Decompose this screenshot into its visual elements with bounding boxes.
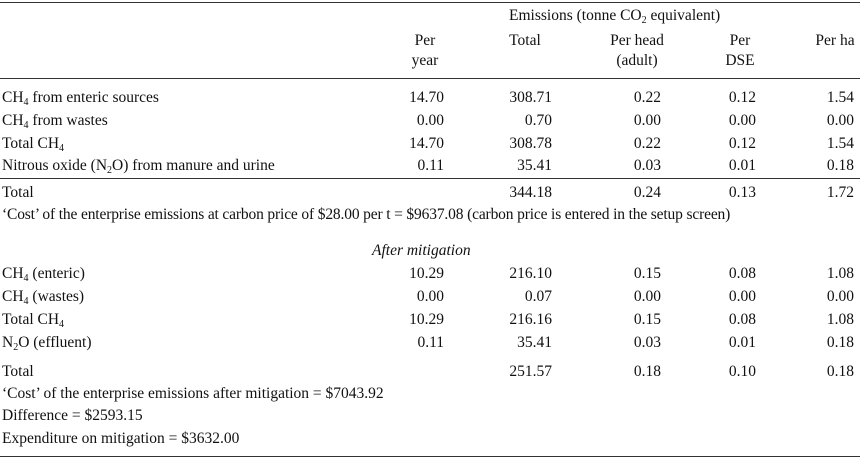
cell-per-head: 0.03 bbox=[633, 157, 661, 174]
emissions-group-header: Emissions (tonne CO2 equivalent) bbox=[509, 7, 721, 26]
row-label: CH4 from enteric sources bbox=[2, 89, 159, 108]
cell-total: 216.10 bbox=[509, 265, 552, 282]
cell-per-ha: 0.18 bbox=[826, 363, 854, 380]
cell-per-year: 0.00 bbox=[416, 288, 444, 305]
cell-per-dse: 0.13 bbox=[728, 184, 756, 201]
after-mitigation-heading: After mitigation bbox=[372, 242, 471, 259]
col-header-per-dse: Per DSE bbox=[725, 32, 755, 69]
cell-per-head: 0.15 bbox=[633, 265, 661, 282]
cell-per-dse: 0.12 bbox=[728, 135, 756, 152]
col-header-per-year: Per year bbox=[411, 32, 439, 69]
cost-after-note: ‘Cost’ of the enterprise emissions after… bbox=[2, 385, 384, 402]
col-header-total: Total bbox=[509, 32, 541, 49]
cell-per-year: 10.29 bbox=[409, 311, 444, 328]
total-rule bbox=[0, 178, 860, 179]
row-label: N2O (effluent) bbox=[2, 334, 92, 353]
cell-per-year: 14.70 bbox=[409, 135, 444, 152]
row-label: CH4 (wastes) bbox=[2, 288, 85, 307]
cell-total: 216.16 bbox=[509, 311, 552, 328]
cell-per-year: 10.29 bbox=[409, 265, 444, 282]
cell-per-head: 0.00 bbox=[633, 288, 661, 305]
cell-total: 35.41 bbox=[517, 334, 552, 351]
cell-per-head: 0.24 bbox=[633, 184, 661, 201]
cell-per-dse: 0.08 bbox=[728, 265, 756, 282]
cell-per-ha: 0.00 bbox=[826, 288, 854, 305]
header-rule bbox=[0, 78, 860, 79]
cell-total: 308.78 bbox=[509, 135, 552, 152]
cell-per-dse: 0.00 bbox=[728, 288, 756, 305]
cell-per-ha: 0.18 bbox=[826, 157, 854, 174]
cell-per-head: 0.00 bbox=[633, 112, 661, 129]
cell-total: 0.07 bbox=[524, 288, 552, 305]
cell-per-ha: 1.08 bbox=[826, 265, 854, 282]
cell-per-ha: 0.18 bbox=[826, 334, 854, 351]
top-rule bbox=[0, 2, 860, 3]
cell-total: 0.70 bbox=[524, 112, 552, 129]
cell-per-ha: 1.72 bbox=[826, 184, 854, 201]
cell-total: 251.57 bbox=[509, 363, 552, 380]
cell-per-dse: 0.01 bbox=[728, 334, 756, 351]
cell-per-dse: 0.00 bbox=[728, 112, 756, 129]
cell-per-year: 14.70 bbox=[409, 89, 444, 106]
cell-per-ha: 0.00 bbox=[826, 112, 854, 129]
cell-per-year: 0.11 bbox=[417, 334, 444, 351]
cell-per-head: 0.22 bbox=[633, 89, 661, 106]
row-label: Total bbox=[2, 184, 34, 201]
cell-per-dse: 0.01 bbox=[728, 157, 756, 174]
cell-per-head: 0.18 bbox=[633, 363, 661, 380]
row-label: CH4 from wastes bbox=[2, 112, 108, 131]
cell-per-head: 0.03 bbox=[633, 334, 661, 351]
cost-before-note: ‘Cost’ of the enterprise emissions at ca… bbox=[2, 206, 731, 223]
cell-total: 344.18 bbox=[509, 184, 552, 201]
cell-per-ha: 1.54 bbox=[826, 89, 854, 106]
cell-per-head: 0.15 bbox=[633, 311, 661, 328]
cell-total: 308.71 bbox=[509, 89, 552, 106]
cell-per-ha: 1.08 bbox=[826, 311, 854, 328]
cell-per-year: 0.00 bbox=[416, 112, 444, 129]
cell-total: 35.41 bbox=[517, 157, 552, 174]
expenditure-note: Expenditure on mitigation = $3632.00 bbox=[2, 430, 240, 447]
row-label: CH4 (enteric) bbox=[2, 265, 85, 284]
bottom-rule bbox=[0, 456, 860, 457]
cell-per-dse: 0.10 bbox=[728, 363, 756, 380]
col-header-per-ha: Per ha bbox=[815, 32, 855, 49]
cell-per-year: 0.11 bbox=[417, 157, 444, 174]
row-label: Total CH4 bbox=[2, 311, 65, 330]
difference-note: Difference = $2593.15 bbox=[2, 407, 143, 424]
row-label: Nitrous oxide (N2O) from manure and urin… bbox=[2, 157, 275, 176]
cell-per-ha: 1.54 bbox=[826, 135, 854, 152]
row-label: Total CH4 bbox=[2, 135, 65, 154]
cell-per-dse: 0.12 bbox=[728, 89, 756, 106]
cell-per-dse: 0.08 bbox=[728, 311, 756, 328]
row-label: Total bbox=[2, 363, 34, 380]
cell-per-head: 0.22 bbox=[633, 135, 661, 152]
col-header-per-head: Per head (adult) bbox=[610, 32, 664, 69]
